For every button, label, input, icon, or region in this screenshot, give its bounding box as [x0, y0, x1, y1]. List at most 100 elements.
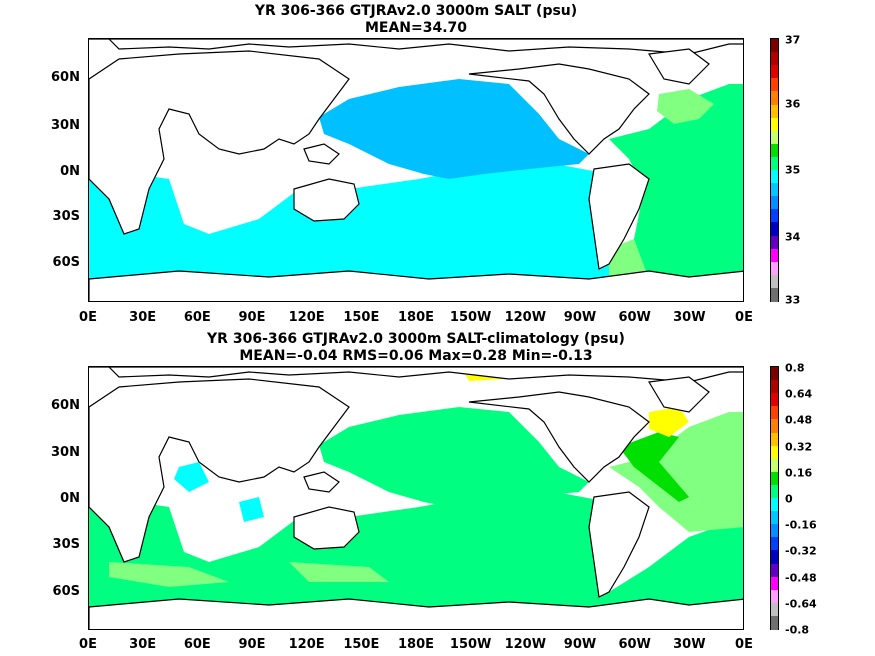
panel1-colorbar	[770, 38, 779, 303]
panel2-lon-label: 0E	[79, 637, 97, 652]
atlantic-fill	[609, 84, 743, 279]
panel1-lat-30S: 30S	[52, 209, 80, 224]
colorbar-segment	[771, 367, 778, 382]
panel2-colorbar	[770, 366, 779, 631]
colorbar-segment	[771, 602, 778, 618]
colorbar-segment	[771, 458, 778, 474]
panel1-lon-label: 60E	[183, 310, 211, 325]
panel1-lon-label: 30W	[673, 310, 706, 325]
panel2-cbar-label: 0.32	[785, 440, 813, 454]
colorbar-segment	[771, 209, 778, 224]
panel2-cbar-label: -0.32	[785, 544, 817, 558]
panel1-lat-60S: 60S	[52, 255, 80, 270]
panel1-cbar-label-37: 37	[785, 33, 801, 47]
colorbar-segment	[771, 104, 778, 119]
north-america-landmass	[468, 391, 650, 483]
colorbar-segment	[771, 248, 778, 263]
eurasia-africa-landmass	[89, 50, 350, 235]
eurasia-africa-landmass	[89, 378, 350, 563]
panel2-lon-label: 0E	[735, 637, 753, 652]
colorbar-segment	[771, 550, 778, 565]
colorbar-segment	[771, 576, 778, 591]
colorbar-segment	[771, 419, 778, 434]
colorbar-segment	[771, 91, 778, 106]
colorbar-segment	[771, 261, 778, 277]
panel2-title-line2: MEAN=-0.04 RMS=0.06 Max=0.28 Min=-0.13	[239, 348, 593, 364]
panel1-cbar-label-36: 36	[785, 97, 801, 111]
panel2-lon-label: 90W	[563, 637, 597, 652]
panel1-lon-label: 150W	[449, 310, 492, 325]
panel2-lon-label: 120W	[504, 637, 547, 652]
southern-ocean-fill	[89, 159, 743, 279]
colorbar-segment	[771, 537, 778, 552]
panel1-lon-label: 120E	[288, 310, 325, 325]
colorbar-segment	[771, 445, 778, 460]
continents-panel2	[89, 367, 743, 629]
colorbar-segment	[771, 78, 778, 93]
colorbar-segment	[771, 432, 778, 447]
panel1-lon-label: 120W	[504, 310, 547, 325]
panel2-lat-30S: 30S	[52, 537, 80, 552]
maritime-islands	[303, 471, 340, 493]
greenland-landmass	[648, 376, 710, 413]
panel2-cbar-label: -0.8	[785, 623, 810, 637]
colorbar-segment	[771, 196, 778, 211]
panel1-cbar-label-35: 35	[785, 163, 801, 177]
atlantic-north-fill	[609, 89, 714, 279]
continents	[89, 39, 743, 301]
panel2-lat-60S: 60S	[52, 584, 80, 599]
colorbar-segment	[771, 143, 778, 159]
colorbar-segment	[771, 287, 778, 303]
colorbar-segment	[771, 52, 778, 67]
colorbar-segment	[771, 615, 778, 631]
australia-landmass	[293, 178, 360, 222]
panel1-cbar-label-33: 33	[785, 293, 801, 307]
panel2-cbar-label: -0.48	[785, 571, 817, 585]
antarctica-landmass	[89, 270, 743, 301]
panel1-map-svg	[89, 39, 743, 301]
panel1-lat-30N: 30N	[51, 118, 80, 133]
panel1-cbar-label-34: 34	[785, 230, 801, 244]
north-america-landmass	[468, 63, 650, 155]
panel2-cbar-label: -0.64	[785, 597, 817, 611]
panel2-lat-0N: 0N	[60, 491, 80, 506]
panel2-lat-30N: 30N	[51, 445, 80, 460]
arctic-top-fill	[89, 367, 743, 383]
panel2-cbar-label: 0.16	[785, 466, 813, 480]
colorbar-segment	[771, 130, 778, 146]
panel2-map-svg	[89, 367, 743, 629]
diff-gulf-green-fill	[619, 432, 689, 502]
colorbar-segment	[771, 235, 778, 250]
panel2-lon-label: 30E	[129, 637, 157, 652]
panel1-lon-label: 90E	[238, 310, 266, 325]
panel2-cbar-label: 0.64	[785, 387, 813, 401]
panel1-lon-label: 0E	[79, 310, 97, 325]
diff-atlantic-light-fill	[109, 412, 743, 587]
panel2-title-line1: YR 306-366 GTJRAv2.0 3000m SALT-climatol…	[207, 331, 625, 347]
panel2-lon-label: 60E	[183, 637, 211, 652]
panel2-lon-label: 150W	[449, 637, 492, 652]
greenland-landmass	[648, 48, 710, 85]
colorbar-segment	[771, 589, 778, 605]
panel2-lat-60N: 60N	[51, 398, 80, 413]
panel1-lat-0N: 0N	[60, 164, 80, 179]
colorbar-segment	[771, 222, 778, 237]
panel1-title-line1: YR 306-366 GTJRAv2.0 3000m SALT (psu)	[254, 3, 578, 19]
colorbar-segment	[771, 117, 778, 132]
colorbar-segment	[771, 471, 778, 487]
colorbar-segment	[771, 39, 778, 54]
diff-cyan-fill	[174, 462, 264, 522]
panel2-lon-label: 120E	[288, 637, 325, 652]
arctic-top-fill	[89, 39, 743, 55]
panel2-lon-label: 30W	[673, 637, 706, 652]
colorbar-segment	[771, 274, 778, 290]
colorbar-segment	[771, 183, 778, 198]
colorbar-segment	[771, 380, 778, 395]
panel2-cbar-label: 0.48	[785, 413, 813, 427]
diff-main-fill	[89, 407, 743, 607]
north-pacific-fill	[319, 79, 589, 179]
panel1-lon-label: 150E	[343, 310, 380, 325]
south-america-landmass	[588, 163, 650, 270]
south-america-landmass	[588, 491, 650, 598]
colorbar-segment	[771, 170, 778, 185]
